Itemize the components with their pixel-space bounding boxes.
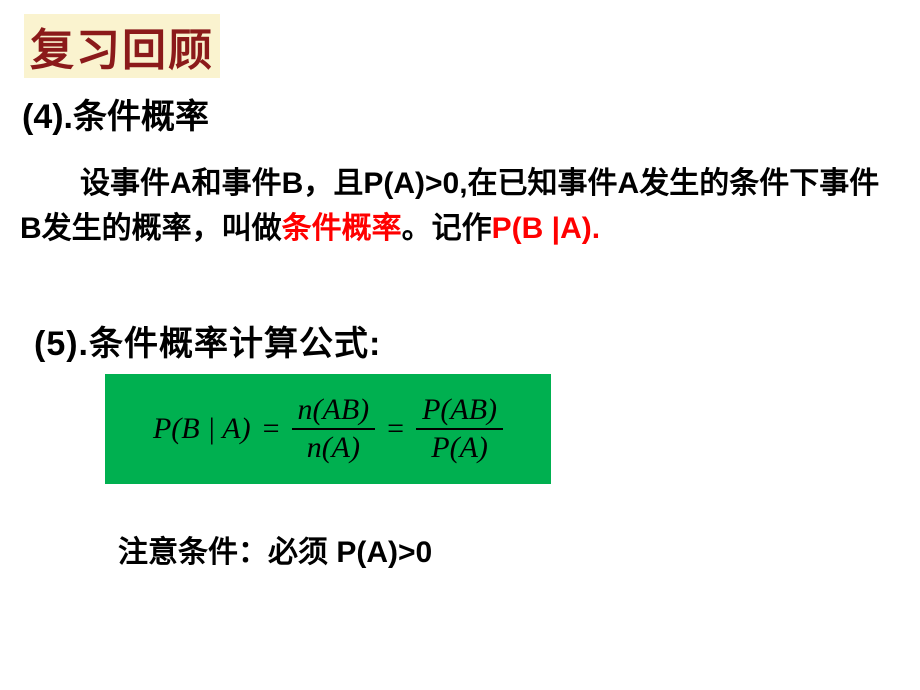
condition-note: 注意条件：必须 P(A)>0: [118, 527, 432, 571]
section4-heading: (4).条件概率: [22, 89, 209, 138]
frac2-numerator: P(AB): [416, 392, 503, 428]
equals-sign: =: [259, 412, 284, 446]
fraction-2: P(AB) P(A): [416, 392, 503, 466]
para-red-term: 条件概率: [282, 212, 402, 245]
para-text-mid: 。记作: [402, 212, 492, 245]
frac1-denominator: n(A): [301, 430, 366, 466]
section4-paragraph: 设事件A和事件B，且P(A)>0,在已知事件A发生的条件下事件B发生的概率，叫做…: [20, 161, 890, 251]
fraction-1: n(AB) n(A): [292, 392, 376, 466]
formula-box: P(B | A) = n(AB) n(A) = P(AB) P(A): [105, 374, 551, 484]
formula-lhs: P(B | A): [153, 412, 251, 446]
section5-heading: (5).条件概率计算公式:: [34, 316, 381, 365]
frac1-numerator: n(AB): [292, 392, 376, 428]
frac2-denominator: P(A): [425, 430, 494, 466]
review-title-box: 复习回顾: [24, 14, 220, 78]
equals-sign: =: [383, 412, 408, 446]
review-title: 复习回顾: [30, 26, 214, 75]
para-red-notation: P(B |A).: [492, 212, 600, 245]
conditional-probability-formula: P(B | A) = n(AB) n(A) = P(AB) P(A): [153, 392, 503, 466]
